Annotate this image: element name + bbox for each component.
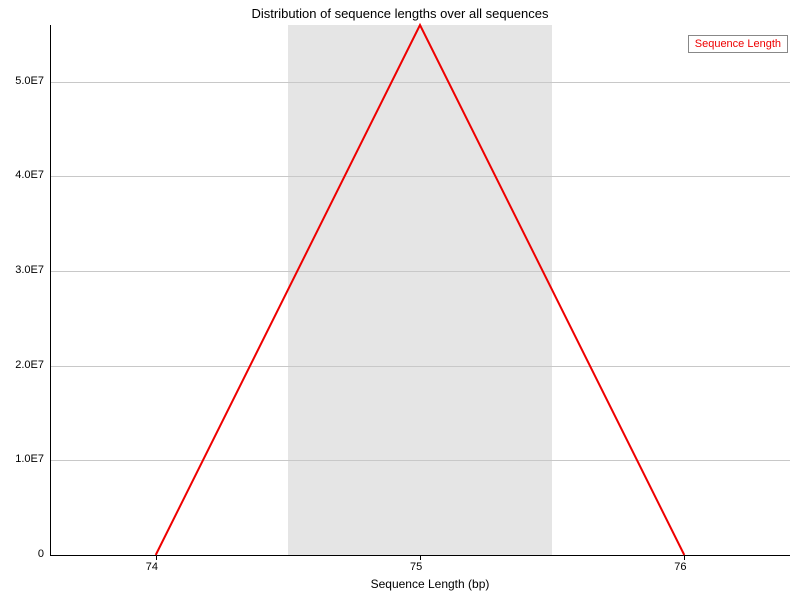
series-line (156, 25, 685, 555)
legend: Sequence Length (688, 35, 788, 53)
line-series (0, 0, 800, 600)
legend-item-label: Sequence Length (695, 38, 781, 50)
